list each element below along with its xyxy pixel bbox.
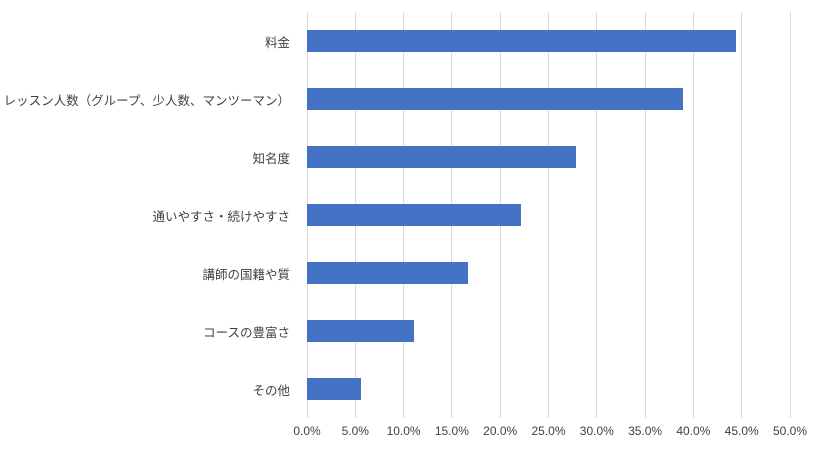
bar bbox=[307, 30, 736, 52]
bar-row bbox=[307, 70, 790, 128]
x-tick-label: 20.0% bbox=[483, 424, 518, 438]
bar-row bbox=[307, 360, 790, 418]
plot-area bbox=[306, 12, 791, 418]
gridline bbox=[692, 12, 694, 418]
bar bbox=[307, 146, 576, 168]
x-tick-label: 15.0% bbox=[434, 424, 469, 438]
x-tick-label: 0.0% bbox=[293, 424, 321, 438]
category-label: レッスン人数（グループ、少人数、マンツーマン） bbox=[3, 93, 290, 108]
category-label: その他 bbox=[252, 383, 290, 398]
category-labels: 料金レッスン人数（グループ、少人数、マンツーマン） 知名度通いやすさ・続けやすさ講… bbox=[0, 12, 299, 418]
bar bbox=[307, 320, 415, 342]
bar-row bbox=[307, 186, 790, 244]
category-label: 講師の国籍や質 bbox=[202, 267, 290, 282]
bar bbox=[307, 262, 469, 284]
gridline bbox=[644, 12, 646, 418]
x-tick-label: 5.0% bbox=[341, 424, 369, 438]
category-label: 知名度 bbox=[252, 151, 290, 166]
x-tick-label: 50.0% bbox=[772, 424, 808, 438]
x-tick-label: 45.0% bbox=[724, 424, 759, 438]
bar bbox=[307, 204, 522, 226]
gridline bbox=[548, 12, 549, 418]
category-label: 料金 bbox=[264, 35, 290, 50]
bar bbox=[307, 378, 362, 400]
bar bbox=[307, 88, 683, 110]
bar-row bbox=[307, 244, 790, 302]
category-label: 通いやすさ・続けやすさ bbox=[152, 209, 290, 224]
x-axis: 0.0% 5.0% 10.0% 15.0% 20.0% 25.0% 30.0% 35.0% 40… bbox=[293, 424, 807, 444]
gridline bbox=[789, 12, 791, 418]
x-tick-label: 30.0% bbox=[579, 424, 614, 438]
x-tick-label: 35.0% bbox=[628, 424, 663, 438]
gridline bbox=[741, 12, 743, 418]
bar-row bbox=[307, 302, 790, 360]
x-tick-label: 10.0% bbox=[386, 424, 421, 438]
x-tick-label: 25.0% bbox=[531, 424, 566, 438]
bar-row bbox=[307, 12, 790, 70]
x-tick-label: 40.0% bbox=[676, 424, 711, 438]
bar-row bbox=[307, 128, 790, 186]
gridline bbox=[596, 12, 598, 418]
category-label: コースの豊富さ bbox=[203, 325, 290, 340]
